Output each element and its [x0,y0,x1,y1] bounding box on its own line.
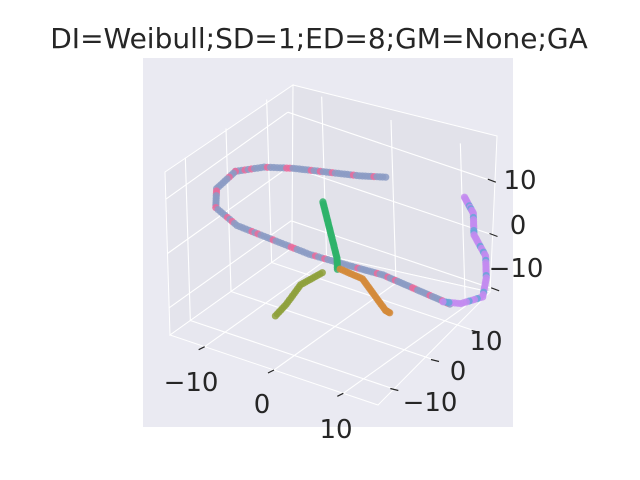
axis-ticks [198,178,500,397]
z-tick-label-2: 0 [510,211,527,241]
grid-line-left-z-3 [165,111,289,200]
x-tick-label-1: −10 [164,368,219,398]
data-point-series-5 [386,309,394,317]
z-tick-mark-2 [489,232,498,238]
y-tick-mark-3 [471,329,480,334]
x-tick-label-3: 10 [319,415,352,445]
scatter-points [212,163,490,320]
chart-title: DI=Weibull;SD=1;ED=8;GM=None;GA [50,22,588,55]
y-tick-mark-1 [390,387,399,392]
z-tick-mark-1 [490,287,500,292]
grid-line-back-z-3 [287,111,497,183]
data-point-series-1 [382,173,390,181]
x-tick-mark-3 [337,392,344,397]
x-tick-mark-2 [267,369,275,374]
y-tick-label-2: 0 [450,357,467,387]
y-tick-mark-2 [430,358,440,363]
data-point-series-3 [439,298,447,306]
z-tick-label-3: 10 [503,166,536,196]
data-point-series-6 [271,312,279,320]
x-tick-label-2: 0 [254,390,271,420]
z-tick-mark-3 [487,178,497,183]
y-tick-label-3: 10 [469,327,502,357]
x-tick-mark-1 [198,346,205,351]
y-tick-label-1: −10 [403,388,458,418]
z-tick-label-1: −10 [489,254,544,284]
